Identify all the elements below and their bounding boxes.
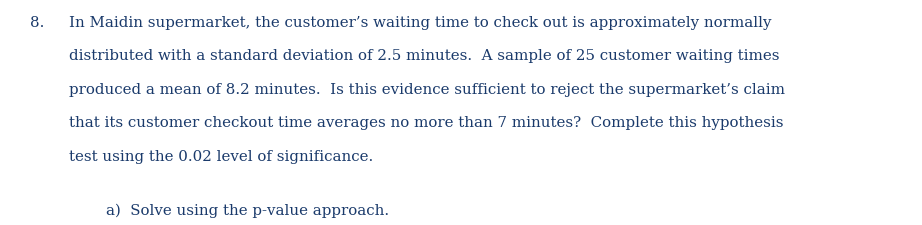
Text: test using the 0.02 level of significance.: test using the 0.02 level of significanc…: [69, 149, 373, 163]
Text: a)  Solve using the p-value approach.: a) Solve using the p-value approach.: [106, 202, 389, 217]
Text: distributed with a standard deviation of 2.5 minutes.  A sample of 25 customer w: distributed with a standard deviation of…: [69, 49, 780, 63]
Text: 8.: 8.: [30, 16, 44, 30]
Text: produced a mean of 8.2 minutes.  Is this evidence sufficient to reject the super: produced a mean of 8.2 minutes. Is this …: [69, 82, 786, 96]
Text: that its customer checkout time averages no more than 7 minutes?  Complete this : that its customer checkout time averages…: [69, 116, 784, 130]
Text: In Maidin supermarket, the customer’s waiting time to check out is approximately: In Maidin supermarket, the customer’s wa…: [69, 16, 772, 30]
